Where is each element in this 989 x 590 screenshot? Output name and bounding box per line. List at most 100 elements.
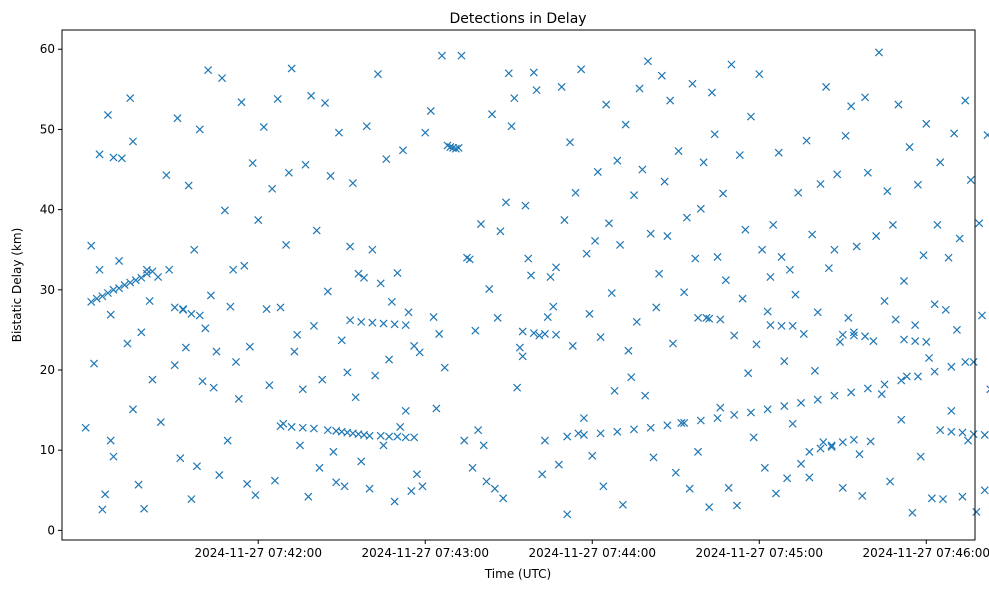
data-point — [646, 423, 655, 432]
data-point — [432, 404, 441, 413]
data-point — [788, 419, 797, 428]
data-point — [822, 82, 831, 91]
data-point — [719, 189, 728, 198]
data-point — [911, 337, 920, 346]
data-point — [231, 357, 240, 367]
data-point — [465, 255, 474, 264]
data-point — [393, 268, 402, 277]
data-point — [321, 98, 330, 107]
data-point — [816, 444, 825, 453]
data-point — [81, 423, 90, 432]
data-point — [913, 372, 922, 381]
y-tick-label: 60 — [40, 42, 55, 56]
data-point — [936, 158, 945, 167]
data-point — [641, 391, 650, 400]
data-point — [941, 305, 950, 314]
x-tick-label: 2024-11-27 07:45:00 — [696, 546, 823, 560]
data-point — [287, 64, 296, 73]
y-tick-label: 50 — [40, 122, 55, 136]
data-point — [518, 352, 527, 361]
data-point — [746, 112, 755, 121]
data-point — [730, 331, 739, 340]
data-point — [908, 508, 917, 517]
data-point — [318, 375, 327, 384]
data-point — [844, 313, 853, 322]
data-point — [827, 441, 836, 450]
data-point — [919, 251, 928, 260]
data-point — [927, 494, 936, 503]
data-point — [805, 447, 814, 456]
data-point — [797, 398, 806, 407]
data-point — [830, 245, 839, 254]
data-point — [451, 144, 460, 153]
data-point — [930, 367, 939, 376]
data-point — [307, 91, 316, 100]
data-point — [115, 256, 124, 265]
data-point — [771, 489, 781, 498]
data-point — [98, 292, 107, 301]
data-point — [140, 504, 149, 513]
data-point — [95, 150, 104, 159]
data-point — [618, 500, 627, 509]
data-point — [604, 219, 613, 228]
data-point — [126, 278, 135, 287]
data-point — [916, 452, 925, 461]
data-point — [552, 330, 561, 339]
data-point — [933, 220, 942, 229]
data-point — [746, 408, 755, 417]
data-point — [134, 480, 143, 489]
data-point — [98, 505, 107, 514]
data-point — [209, 383, 218, 392]
data-point — [663, 421, 672, 430]
y-tick-label: 30 — [40, 283, 55, 297]
data-point — [237, 98, 246, 107]
data-point — [849, 435, 858, 444]
data-point — [95, 265, 104, 274]
data-point — [905, 143, 914, 152]
data-point — [215, 471, 224, 480]
data-point — [123, 339, 132, 348]
data-point — [574, 429, 583, 438]
data-point — [752, 340, 761, 349]
data-point — [649, 453, 658, 462]
data-point — [284, 168, 293, 177]
data-point — [958, 492, 967, 501]
data-point — [549, 302, 558, 311]
data-point — [899, 276, 909, 286]
data-point — [621, 120, 630, 129]
data-point — [671, 468, 680, 477]
data-point — [596, 429, 605, 438]
data-point — [922, 337, 931, 346]
data-point — [351, 393, 360, 402]
data-point — [471, 326, 480, 335]
data-point — [365, 431, 374, 440]
data-point — [490, 484, 499, 493]
data-point — [535, 331, 544, 340]
data-point — [930, 300, 939, 309]
data-point — [964, 436, 973, 445]
data-point — [496, 227, 505, 236]
data-point — [582, 249, 591, 258]
data-point — [243, 479, 252, 488]
data-point — [707, 88, 716, 97]
data-point — [838, 330, 847, 339]
data-point — [863, 384, 872, 393]
data-point — [187, 495, 196, 504]
data-point — [410, 433, 419, 442]
data-point — [195, 125, 204, 134]
data-point — [624, 346, 633, 355]
data-point — [128, 137, 138, 146]
data-point — [925, 353, 934, 362]
data-point — [936, 426, 945, 435]
data-point — [198, 377, 207, 386]
data-point — [529, 329, 538, 338]
data-point — [482, 477, 491, 486]
data-point — [696, 204, 705, 213]
data-point — [783, 474, 792, 483]
data-point — [730, 410, 739, 419]
data-point — [947, 362, 956, 371]
data-point — [362, 122, 371, 131]
data-point — [835, 337, 845, 346]
data-point — [262, 305, 271, 314]
data-point — [295, 441, 305, 450]
